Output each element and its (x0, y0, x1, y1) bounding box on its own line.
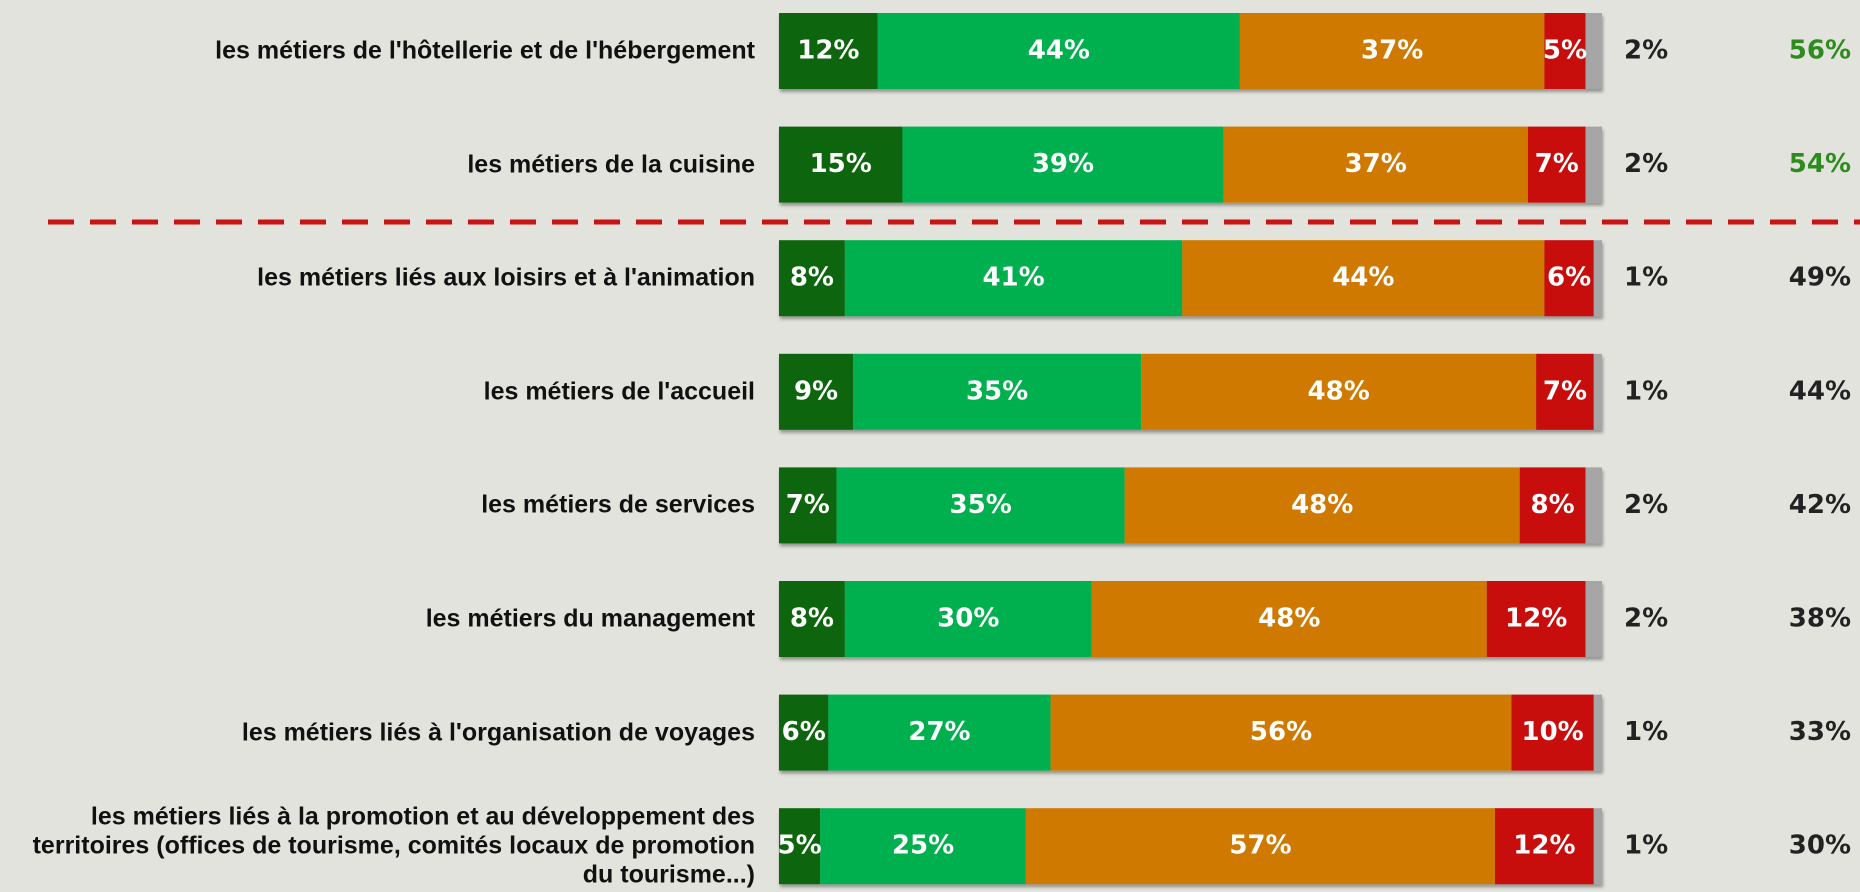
bar-segment (844, 581, 1092, 657)
value-label: 2% (1624, 149, 1668, 179)
bar-segment (1124, 467, 1520, 544)
value-label: 9% (794, 376, 838, 406)
value-label: 44% (1028, 36, 1090, 66)
bar-segment (779, 353, 854, 430)
bar-segment (779, 13, 878, 89)
bar-segment (779, 581, 845, 657)
bar-segment (844, 240, 1183, 317)
value-label: 7% (1543, 376, 1587, 406)
bar-segment (828, 694, 1051, 771)
bar-segment (853, 353, 1142, 430)
value-label: 7% (786, 490, 830, 520)
category-label: les métiers du management (425, 604, 755, 633)
value-label: 37% (1361, 36, 1423, 66)
bar-segment (779, 808, 821, 885)
value-label: 6% (1547, 263, 1591, 293)
total-label: 44% (1789, 376, 1851, 406)
category-label: les métiers de la cuisine (467, 150, 755, 179)
bar-segment (1486, 581, 1586, 657)
bar-segment (902, 126, 1224, 203)
value-label: 1% (1624, 717, 1668, 747)
value-label: 35% (966, 376, 1028, 406)
category-label: les métiers de l'hôtellerie et de l'hébe… (215, 36, 755, 65)
total-label: 33% (1789, 717, 1851, 747)
bar-segment (877, 13, 1240, 89)
bar-segment (779, 240, 845, 317)
total-label: 38% (1789, 604, 1851, 634)
value-label: 1% (1624, 831, 1668, 861)
value-label: 6% (782, 717, 826, 747)
value-label: 56% (1250, 717, 1312, 747)
value-label: 44% (1332, 263, 1394, 293)
value-label: 48% (1291, 490, 1353, 520)
total-label: 54% (1789, 149, 1851, 179)
bar-segment (1182, 240, 1545, 317)
value-label: 2% (1624, 490, 1668, 520)
value-label: 37% (1345, 149, 1407, 179)
value-label: 10% (1522, 717, 1584, 747)
bar-segment (779, 467, 837, 544)
bar-segment (1091, 581, 1487, 657)
value-label: 25% (892, 831, 954, 861)
bar-segment (1050, 694, 1512, 771)
bar-segment (1593, 694, 1602, 771)
bar-segment (1141, 353, 1537, 430)
value-label: 1% (1624, 263, 1668, 293)
bar-segment (1585, 467, 1602, 544)
value-label: 48% (1308, 376, 1370, 406)
value-label: 1% (1624, 376, 1668, 406)
bar-segment (1585, 13, 1602, 89)
bar-segment (1544, 13, 1586, 89)
total-label: 42% (1789, 490, 1851, 520)
value-label: 8% (1531, 490, 1575, 520)
bar-segment (1495, 808, 1594, 885)
value-label: 2% (1624, 36, 1668, 66)
value-label: 2% (1624, 604, 1668, 634)
value-label: 7% (1535, 149, 1579, 179)
value-label: 12% (1513, 831, 1575, 861)
bar-segment (1585, 581, 1602, 657)
bar-segment (1025, 808, 1496, 885)
bar-segment (1511, 694, 1594, 771)
value-label: 5% (1543, 36, 1587, 66)
value-label: 8% (790, 604, 834, 634)
bar-segment (1593, 240, 1602, 317)
bar-segment (779, 694, 829, 771)
category-label: les métiers liés à l'organisation de voy… (241, 718, 755, 747)
value-label: 48% (1258, 604, 1320, 634)
value-label: 8% (790, 263, 834, 293)
value-label: 5% (777, 831, 821, 861)
bar-segment (1536, 353, 1594, 430)
value-label: 12% (1505, 604, 1567, 634)
value-label: 30% (937, 604, 999, 634)
bars (779, 13, 1602, 885)
total-label: 30% (1789, 831, 1851, 861)
bar-segment (820, 808, 1026, 885)
bar-segment (779, 126, 903, 203)
bar-segment (1544, 240, 1594, 317)
value-label: 39% (1032, 149, 1094, 179)
bar-segment (1519, 467, 1586, 544)
bar-segment (1593, 808, 1602, 885)
bar-segment (1223, 126, 1528, 203)
value-label: 12% (797, 36, 859, 66)
value-label: 41% (982, 263, 1044, 293)
category-label: les métiers liés aux loisirs et à l'anim… (257, 263, 755, 292)
bar-segment (1527, 126, 1586, 203)
total-label: 49% (1789, 263, 1851, 293)
value-label: 57% (1229, 831, 1291, 861)
category-label: les métiers liés à la promotion et au dé… (32, 802, 755, 889)
value-label: 27% (908, 717, 970, 747)
bar-segment (1593, 353, 1602, 430)
total-label: 56% (1789, 36, 1851, 66)
bar-segment (1585, 126, 1602, 203)
value-label: 15% (810, 149, 872, 179)
bar-segment (1239, 13, 1545, 89)
bar-segment (836, 467, 1125, 544)
value-label: 35% (950, 490, 1012, 520)
category-label: les métiers de l'accueil (483, 377, 755, 406)
category-label: les métiers de services (481, 490, 755, 519)
